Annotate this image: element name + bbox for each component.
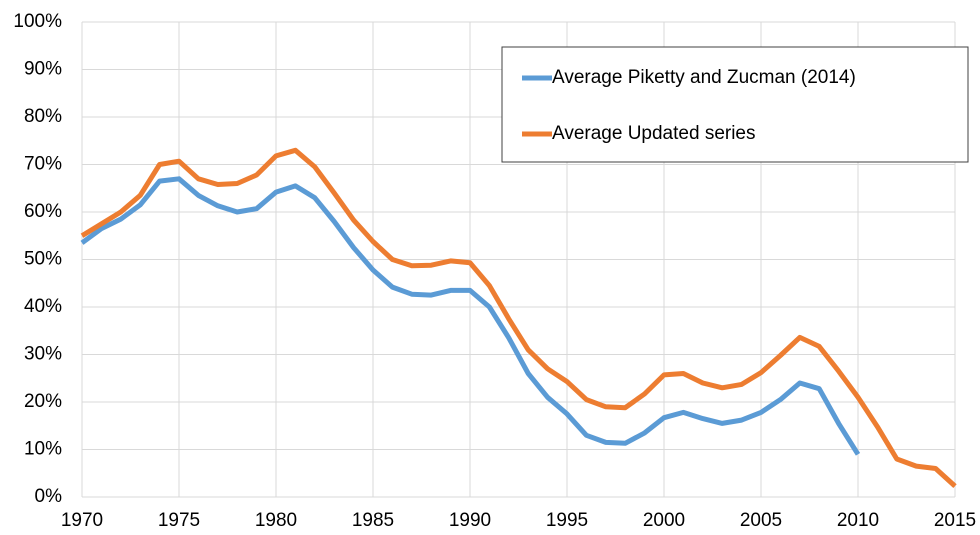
- x-tick-label: 2005: [740, 510, 782, 531]
- x-tick-label: 1985: [352, 510, 394, 531]
- legend-label: Average Updated series: [552, 123, 756, 144]
- x-tick-label: 1975: [158, 510, 200, 531]
- x-tick-label: 2015: [934, 510, 976, 531]
- y-tick-label: 70%: [24, 154, 62, 175]
- x-tick-label: 1995: [546, 510, 588, 531]
- y-tick-label: 50%: [24, 249, 62, 270]
- x-tick-label: 1990: [449, 510, 491, 531]
- x-tick-label: 1980: [255, 510, 297, 531]
- line: [80, 147, 957, 488]
- y-tick-label: 40%: [24, 296, 62, 317]
- y-tick-label: 10%: [24, 439, 62, 460]
- y-tick-label: 80%: [24, 106, 62, 127]
- x-tick-label: 1970: [61, 510, 103, 531]
- y-tick-label: 0%: [35, 486, 63, 507]
- y-tick-label: 100%: [13, 11, 62, 32]
- legend-label: Average Piketty and Zucman (2014): [552, 67, 856, 88]
- y-tick-label: 60%: [24, 201, 62, 222]
- y-tick-label: 90%: [24, 59, 62, 80]
- y-tick-label: 30%: [24, 344, 62, 365]
- x-tick-label: 2010: [837, 510, 879, 531]
- y-tick-label: 20%: [24, 391, 62, 412]
- line: [80, 176, 861, 456]
- legend-box: [501, 46, 969, 163]
- x-tick-label: 2000: [643, 510, 685, 531]
